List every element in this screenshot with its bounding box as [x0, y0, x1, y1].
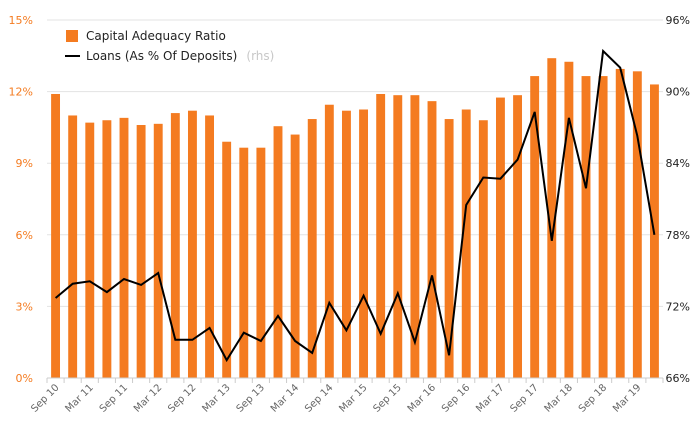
- bar: [513, 95, 523, 379]
- legend-label-loans-group: Loans (As % Of Deposits) (rhs): [86, 45, 274, 64]
- x-tick-label: Sep 15: [372, 382, 404, 414]
- bar: [461, 109, 471, 378]
- legend-label-capital-adequacy: Capital Adequacy Ratio: [86, 29, 226, 43]
- bar: [478, 120, 488, 379]
- bar: [427, 101, 437, 378]
- x-tick-label: Sep 10: [29, 382, 61, 414]
- bar: [170, 113, 180, 378]
- bar: [632, 71, 642, 379]
- bar: [273, 126, 283, 378]
- y-right-tick-label: 78%: [666, 229, 690, 242]
- bar: [85, 122, 95, 378]
- bar: [102, 120, 112, 379]
- y-right-tick-label: 90%: [666, 86, 690, 99]
- bar: [290, 134, 300, 378]
- y-right-tick-label: 96%: [666, 14, 690, 27]
- bar: [359, 109, 369, 378]
- bar: [530, 76, 540, 378]
- bar: [119, 117, 129, 378]
- y-right-tick-label: 66%: [666, 372, 690, 385]
- bar: [444, 119, 454, 379]
- x-tick-label: Mar 13: [200, 382, 232, 414]
- y-left-tick-label: 12%: [9, 86, 33, 99]
- x-tick-label: Sep 18: [577, 382, 609, 414]
- bar: [136, 125, 146, 378]
- x-tick-label: Mar 12: [132, 382, 164, 414]
- y-right-tick-label: 84%: [666, 157, 690, 170]
- legend-label-loans: Loans (As % Of Deposits): [86, 49, 237, 63]
- bar: [51, 93, 61, 378]
- bar: [307, 119, 317, 379]
- bar: [547, 58, 557, 378]
- bar-series: [51, 58, 659, 379]
- line-series: [54, 48, 656, 363]
- x-tick-label: Mar 11: [64, 382, 96, 414]
- bar: [598, 76, 608, 378]
- loans-line: [54, 48, 656, 363]
- bar: [410, 95, 420, 379]
- bar: [68, 115, 78, 378]
- bar: [495, 97, 505, 379]
- x-tick-label: Mar 18: [543, 382, 575, 414]
- y-left-tick-label: 15%: [9, 14, 33, 27]
- x-tick-label: Sep 11: [98, 382, 130, 414]
- bar: [341, 110, 351, 379]
- x-tick-label: Sep 14: [303, 382, 335, 414]
- x-tick-label: Mar 17: [474, 382, 506, 414]
- x-tick-label: Sep 17: [508, 382, 540, 414]
- x-tick-label: Mar 15: [337, 382, 369, 414]
- bar: [615, 68, 625, 378]
- bar: [564, 61, 574, 379]
- bar: [376, 93, 386, 378]
- bar: [187, 110, 197, 379]
- y-left-tick-label: 0%: [16, 372, 33, 385]
- x-tick-label: Sep 12: [166, 382, 198, 414]
- bar: [393, 95, 403, 379]
- y-left-tick-label: 3%: [16, 300, 33, 313]
- bar: [239, 147, 249, 378]
- bar: [205, 115, 215, 378]
- bar: [153, 123, 163, 378]
- y-right-tick-label: 72%: [666, 300, 690, 313]
- x-tick-label: Mar 19: [611, 382, 643, 414]
- bar: [222, 141, 232, 378]
- x-tick-label: Sep 13: [235, 382, 267, 414]
- legend-label-rhs-suffix: (rhs): [246, 49, 274, 63]
- x-tick-label: Mar 14: [269, 382, 301, 414]
- bar: [256, 147, 266, 378]
- legend: Capital Adequacy Ratio Loans (As % Of De…: [65, 29, 274, 64]
- bar: [324, 104, 334, 378]
- x-tick-label: Sep 16: [440, 382, 472, 414]
- x-tick-label: Mar 16: [406, 382, 438, 414]
- bar: [581, 76, 591, 378]
- y-left-tick-label: 6%: [16, 229, 33, 242]
- legend-swatch-bar: [66, 30, 78, 42]
- y-left-tick-label: 9%: [16, 157, 33, 170]
